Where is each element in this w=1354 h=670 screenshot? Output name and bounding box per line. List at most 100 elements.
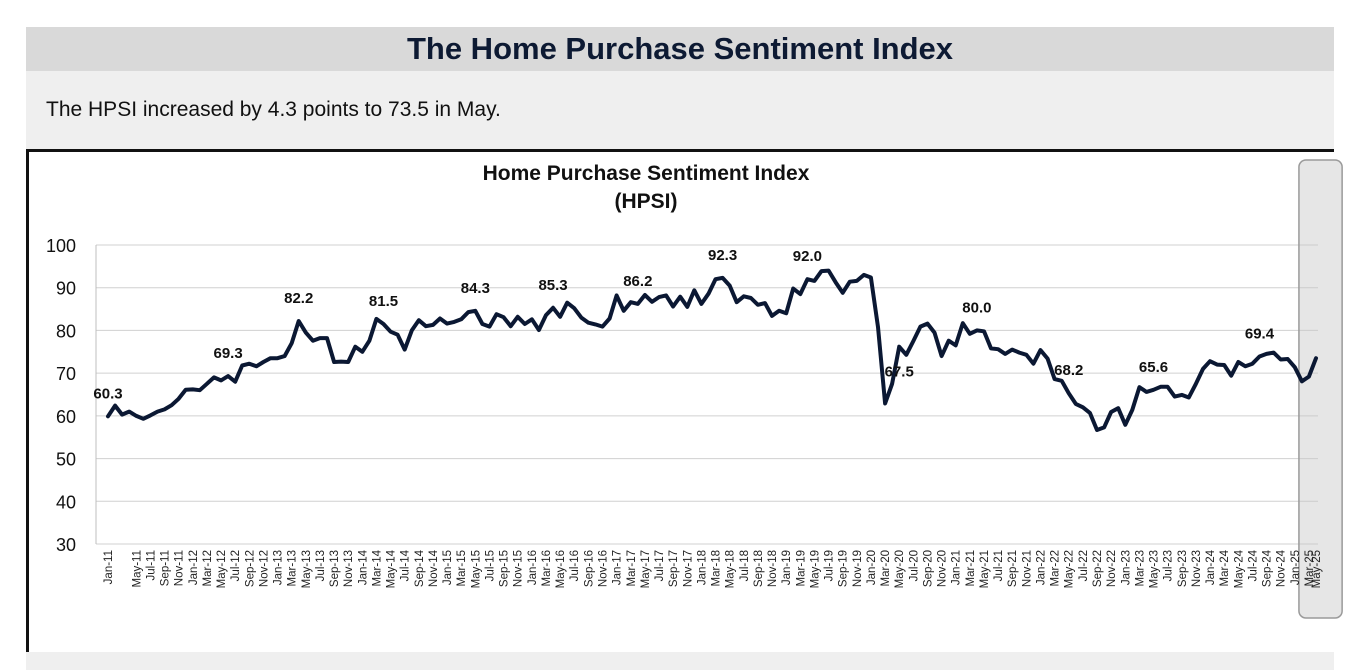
data-label: 60.3 <box>93 385 122 402</box>
data-label: 92.3 <box>708 247 737 264</box>
x-tick-label: Nov-22 <box>1106 550 1118 587</box>
x-tick-label: Sep-12 <box>244 550 256 587</box>
x-tick-label: May-11 <box>131 550 143 588</box>
y-tick-label: 40 <box>56 492 76 512</box>
x-tick-label: May-23 <box>1149 550 1161 588</box>
x-tick-label: Jan-25 <box>1290 550 1302 585</box>
x-tick-label: Jul-14 <box>400 549 412 581</box>
data-label: 69.4 <box>1245 325 1275 342</box>
y-tick-label: 60 <box>56 407 76 427</box>
y-tick-label: 90 <box>56 279 76 299</box>
x-tick-label: Nov-17 <box>682 550 694 587</box>
x-tick-label: May-22 <box>1064 550 1076 588</box>
x-tick-label: Mar-22 <box>1050 550 1062 586</box>
x-tick-label: Nov-14 <box>428 549 440 587</box>
x-tick-label: Sep-17 <box>668 550 680 587</box>
data-label: 65.6 <box>1139 359 1168 376</box>
x-tick-label: Jan-19 <box>781 550 793 585</box>
x-tick-label: Sep-20 <box>922 550 934 587</box>
x-tick-label: Jul-13 <box>315 550 327 581</box>
x-tick-label: Sep-15 <box>499 550 511 587</box>
x-tick-label: Sep-18 <box>753 550 765 587</box>
x-tick-label: Jul-12 <box>230 550 242 581</box>
x-tick-label: Nov-11 <box>174 550 186 586</box>
x-tick-label: Mar-15 <box>456 550 468 586</box>
x-tick-label: May-12 <box>216 550 228 588</box>
x-tick-label: Jul-15 <box>484 550 496 581</box>
summary-text: The HPSI increased by 4.3 points to 73.5… <box>46 98 501 121</box>
y-tick-label: 50 <box>56 450 76 470</box>
x-tick-label: Jul-21 <box>993 550 1005 581</box>
x-tick-label: Sep-16 <box>583 550 595 587</box>
x-tick-label: Mar-16 <box>541 550 553 586</box>
x-tick-label: Nov-24 <box>1276 549 1288 587</box>
x-tick-label: Jan-15 <box>442 550 454 585</box>
x-tick-label: May-20 <box>894 550 906 588</box>
x-tick-label: Nov-20 <box>937 550 949 587</box>
x-tick-label: Mar-18 <box>711 550 723 586</box>
x-tick-label: Jan-12 <box>188 550 200 585</box>
data-label: 67.5 <box>885 364 914 381</box>
data-label: 86.2 <box>623 273 652 290</box>
x-tick-label: Nov-18 <box>767 550 779 587</box>
x-tick-label: May-18 <box>725 550 737 588</box>
series-line <box>106 268 1318 432</box>
x-tick-label: Mar-24 <box>1219 549 1231 586</box>
title-banner: The Home Purchase Sentiment Index <box>26 27 1334 71</box>
y-tick-label: 100 <box>46 236 76 256</box>
data-label: 82.2 <box>284 290 313 307</box>
x-tick-label: May-24 <box>1233 549 1245 588</box>
y-tick-label: 70 <box>56 364 76 384</box>
hpsi-series-line <box>106 268 1318 432</box>
x-tick-label: Jul-17 <box>654 550 666 581</box>
x-tick-label: May-17 <box>640 550 652 588</box>
x-tick-label: Jan-24 <box>1205 549 1217 585</box>
data-label: 69.3 <box>213 345 242 362</box>
x-tick-label: Sep-13 <box>329 550 341 587</box>
chart-title-line2: (HPSI) <box>615 190 678 213</box>
x-tick-label: Jan-14 <box>357 549 369 585</box>
y-axis: 100 90 80 70 60 50 40 30 <box>46 236 97 555</box>
highlight-box <box>1298 159 1343 619</box>
x-tick-label: Jan-21 <box>951 550 963 585</box>
x-tick-label: Mar-12 <box>202 550 214 586</box>
chart-frame <box>26 149 1334 652</box>
x-tick-label: Nov-13 <box>343 550 355 587</box>
chart-title: Home Purchase Sentiment Index (HPSI) <box>483 162 810 213</box>
data-label: 80.0 <box>962 299 991 316</box>
x-tick-label: Jan-11 <box>103 550 115 584</box>
chart-title-line1: Home Purchase Sentiment Index <box>483 162 810 185</box>
x-tick-label: Mar-25 <box>1304 550 1316 586</box>
x-tick-label: Jul-22 <box>1078 550 1090 581</box>
x-tick-label: Sep-22 <box>1092 550 1104 587</box>
x-tick-label: Jul-24 <box>1247 549 1259 581</box>
page-title: The Home Purchase Sentiment Index <box>406 31 954 66</box>
x-tick-label: Mar-14 <box>371 549 383 586</box>
y-tick-label: 30 <box>56 535 76 555</box>
x-tick-label: May-15 <box>470 550 482 588</box>
x-tick-label: Jul-16 <box>569 550 581 581</box>
x-tick-label: Nov-21 <box>1021 550 1033 587</box>
x-axis: Jan-11 May-11 Jul-11 Sep-11 Nov-11 Jan-12 Mar-… <box>103 549 1323 588</box>
x-tick-label: May-21 <box>979 550 991 588</box>
x-tick-label: Sep-11 <box>160 550 172 586</box>
data-label: 84.3 <box>461 280 490 297</box>
x-tick-label: May-14 <box>386 549 398 588</box>
x-tick-label: Mar-19 <box>795 550 807 586</box>
data-label: 92.0 <box>793 248 822 265</box>
x-tick-label: Mar-21 <box>965 550 977 586</box>
x-tick-label: Jul-11 <box>145 550 157 580</box>
highlight-rect <box>1298 159 1343 619</box>
data-label: 73.5 <box>1316 0 1345 4</box>
x-tick-label: Jan-23 <box>1120 550 1132 585</box>
x-tick-label: May-16 <box>555 550 567 588</box>
x-tick-label: Jul-23 <box>1163 550 1175 581</box>
data-label: 68.2 <box>1054 362 1083 379</box>
x-tick-label: Jan-16 <box>527 550 539 585</box>
x-tick-label: Jan-18 <box>696 550 708 585</box>
x-tick-label: Nov-15 <box>513 550 525 587</box>
x-tick-label: Mar-13 <box>287 550 299 586</box>
x-tick-label: Jan-22 <box>1035 550 1047 585</box>
x-tick-label: Sep-21 <box>1007 550 1019 587</box>
